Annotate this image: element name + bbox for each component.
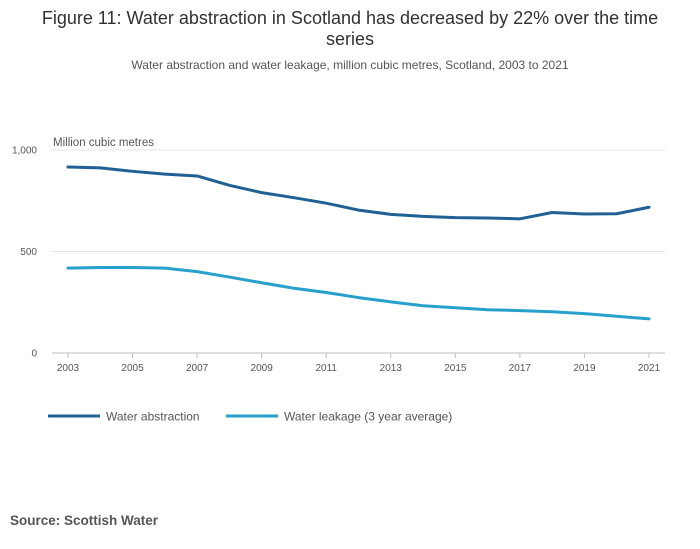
y-tick-label: 500 xyxy=(20,247,37,258)
series-line-water-abstraction xyxy=(66,165,651,221)
y-tick-label: 0 xyxy=(31,349,37,360)
x-tick-label: 2009 xyxy=(251,363,274,374)
y-axis-label: Million cubic metres xyxy=(53,137,154,149)
chart-title: Figure 11: Water abstraction in Scotland… xyxy=(41,8,659,49)
legend: Water abstraction Water leakage (3 year a… xyxy=(48,410,452,424)
x-tick-label: 2003 xyxy=(57,363,80,374)
x-tick-label: 2017 xyxy=(509,363,532,374)
y-axis-ticks: 0 500 1,000 xyxy=(12,146,37,360)
x-tick-label: 2013 xyxy=(380,363,403,374)
x-tick-label: 2015 xyxy=(444,363,467,374)
legend-label: Water leakage (3 year average) xyxy=(284,410,452,424)
x-tick-label: 2005 xyxy=(121,363,144,374)
gridlines xyxy=(52,149,665,252)
source-note: Source: Scottish Water xyxy=(10,513,159,528)
x-tick-label: 2019 xyxy=(573,363,596,374)
x-tick-label: 2021 xyxy=(638,363,661,374)
x-axis: 2003 2005 2007 2009 2011 2013 2015 2017 2019 2021 xyxy=(52,352,665,374)
series-lines xyxy=(66,165,651,321)
x-tick-label: 2007 xyxy=(186,363,209,374)
x-tick-label: 2011 xyxy=(315,363,337,374)
legend-label: Water abstraction xyxy=(106,410,200,424)
series-line-water-leakage xyxy=(66,266,651,321)
chart-subtitle: Water abstraction and water leakage, mil… xyxy=(131,58,569,72)
y-tick-label: 1,000 xyxy=(12,146,37,157)
